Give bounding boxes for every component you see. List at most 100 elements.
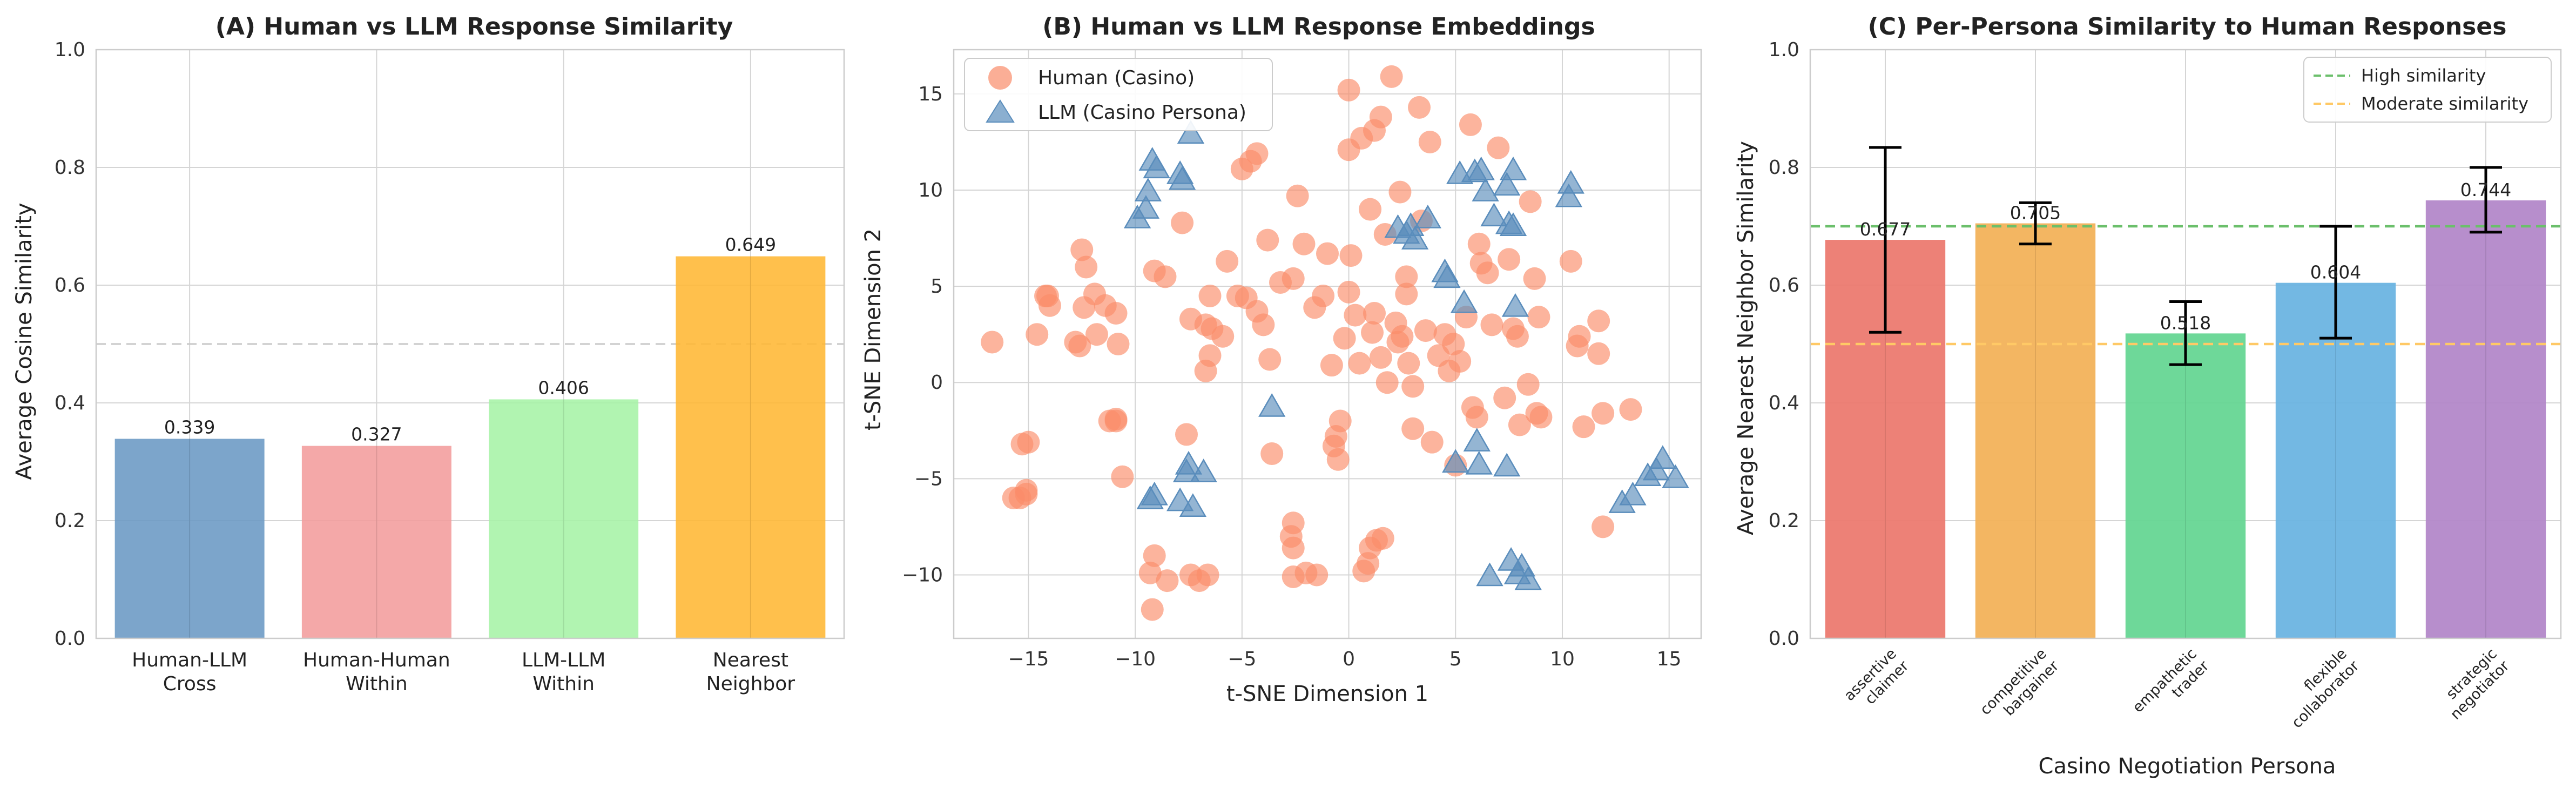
panel-b-ylabel: t-SNE Dimension 2	[861, 228, 886, 430]
human-point	[1337, 280, 1360, 304]
human-point	[1519, 190, 1542, 213]
human-point	[1619, 398, 1642, 421]
human-point	[1527, 306, 1550, 329]
human-point	[1480, 313, 1503, 336]
c-ytick-label: 1.0	[1769, 39, 1799, 61]
human-point	[1487, 136, 1510, 159]
human-point	[1559, 250, 1582, 273]
b-ytick-label: 0	[930, 372, 943, 394]
c-ytick-label: 0.4	[1769, 392, 1799, 414]
human-point	[1015, 482, 1038, 506]
human-point	[1305, 563, 1329, 587]
human-point	[1506, 325, 1529, 348]
human-point	[1138, 561, 1162, 584]
human-point	[1467, 232, 1491, 255]
a-category-line1: Human-Human	[303, 649, 450, 671]
panel-c-title: (C) Per-Persona Similarity to Human Resp…	[1868, 13, 2507, 41]
llm-point	[1442, 449, 1469, 473]
human-point	[1258, 348, 1282, 371]
b-xtick-label: −15	[1008, 648, 1049, 670]
c-bar	[1975, 223, 2096, 638]
human-point	[1465, 406, 1488, 429]
a-category-line1: LLM-LLM	[522, 649, 605, 671]
llm-point	[1649, 445, 1676, 469]
human-point	[1359, 198, 1382, 221]
human-point	[1316, 242, 1339, 265]
a-value-label: 0.327	[351, 424, 402, 445]
human-point	[1361, 321, 1384, 344]
human-point	[981, 331, 1004, 354]
human-point	[1104, 302, 1128, 325]
b-xtick-label: 0	[1343, 648, 1355, 670]
human-point	[1418, 130, 1441, 153]
c-ytick-label: 0.0	[1769, 628, 1799, 650]
human-point	[1523, 267, 1546, 290]
panel-a-title: (A) Human vs LLM Response Similarity	[215, 13, 733, 41]
human-point	[1260, 442, 1284, 466]
legend-human-label: Human (Casino)	[1038, 67, 1195, 89]
panel-b-plot-area: −10 −5 0 5 10 15 −15 −10 −5 0 5 10 15	[902, 49, 1702, 670]
human-point	[1401, 375, 1425, 398]
llm-point	[1136, 486, 1164, 509]
llm-point	[1450, 289, 1478, 313]
panel-b: (B) Human vs LLM Response Embeddings t-S…	[861, 13, 1702, 706]
legend-llm-label: LLM (Casino Persona)	[1038, 102, 1246, 124]
human-point	[1070, 238, 1094, 261]
b-ytick-label: 15	[918, 83, 943, 105]
c-ytick-label: 0.6	[1769, 274, 1799, 297]
human-point	[1380, 65, 1403, 88]
human-point	[1572, 415, 1595, 439]
llm-point	[1467, 156, 1495, 180]
panel-c: (C) Per-Persona Similarity to Human Resp…	[1734, 13, 2562, 779]
c-value-label: 0.518	[2160, 312, 2211, 333]
panel-b-title: (B) Human vs LLM Response Embeddings	[1042, 13, 1595, 41]
a-category-line1: Nearest	[713, 649, 788, 671]
llm-point	[1662, 464, 1689, 488]
b-xtick-label: 5	[1449, 648, 1462, 670]
human-point	[1395, 265, 1418, 288]
a-bar	[114, 439, 265, 638]
a-ytick-label: 0.0	[55, 628, 85, 650]
human-point	[1397, 352, 1420, 375]
a-ytick-label: 1.0	[55, 39, 85, 61]
llm-point	[1499, 156, 1527, 180]
llm-point	[1619, 481, 1647, 506]
c-bar	[2125, 333, 2246, 638]
llm-point	[1495, 210, 1523, 234]
human-point	[1339, 244, 1363, 267]
llm-point	[1123, 204, 1151, 228]
a-bar	[301, 446, 451, 638]
llm-point	[1258, 393, 1286, 417]
human-point	[1371, 527, 1394, 550]
a-value-label: 0.339	[164, 416, 215, 437]
llm-point	[1501, 293, 1529, 317]
a-ytick-label: 0.8	[55, 157, 85, 179]
a-category-line2: Within	[346, 673, 408, 695]
human-point	[1098, 409, 1121, 433]
panel-a-ylabel: Average Cosine Similarity	[12, 203, 37, 480]
human-point	[1587, 342, 1610, 365]
a-bar	[489, 399, 639, 638]
human-point	[1216, 250, 1239, 273]
panel-c-legend: High similarity Moderate similarity	[2303, 57, 2552, 123]
llm-point	[1431, 258, 1459, 282]
human-point	[1592, 402, 1615, 425]
panel-c-ylabel: Average Nearest Neighbor Similarity	[1734, 141, 1758, 535]
llm-point	[1414, 204, 1442, 228]
llm-point	[1472, 178, 1499, 201]
human-point	[1198, 284, 1222, 307]
human-point	[1408, 96, 1431, 119]
llm-point	[1463, 428, 1491, 452]
legend-high-label: High similarity	[2361, 65, 2486, 86]
panel-b-legend-box	[964, 58, 1273, 131]
human-point	[1498, 248, 1521, 271]
human-point	[1448, 350, 1472, 373]
llm-point	[1179, 493, 1207, 517]
human-point	[1312, 284, 1335, 307]
human-point	[1476, 261, 1499, 285]
human-point	[1175, 423, 1198, 446]
c-bar	[2275, 282, 2396, 638]
human-point	[1388, 180, 1412, 204]
